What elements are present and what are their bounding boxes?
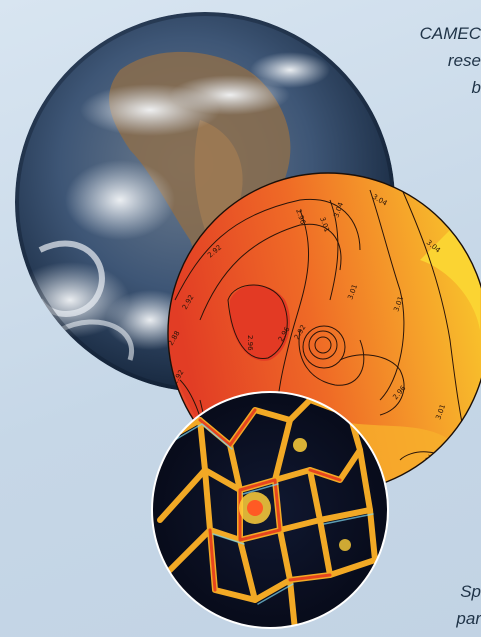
contour-label: 2.88: [424, 453, 441, 469]
convection-cells-image: [151, 391, 389, 629]
caption-line: CAMEC: [419, 24, 481, 43]
caption-line: b: [471, 78, 481, 97]
caption-line: rese: [447, 51, 481, 70]
caption-bottom: Sp par: [441, 578, 481, 632]
contour-label: 2.96: [246, 335, 254, 351]
caption-line: par: [456, 609, 481, 628]
caption-line: Sp: [460, 582, 481, 601]
caption-top: CAMEC rese b: [391, 20, 481, 101]
